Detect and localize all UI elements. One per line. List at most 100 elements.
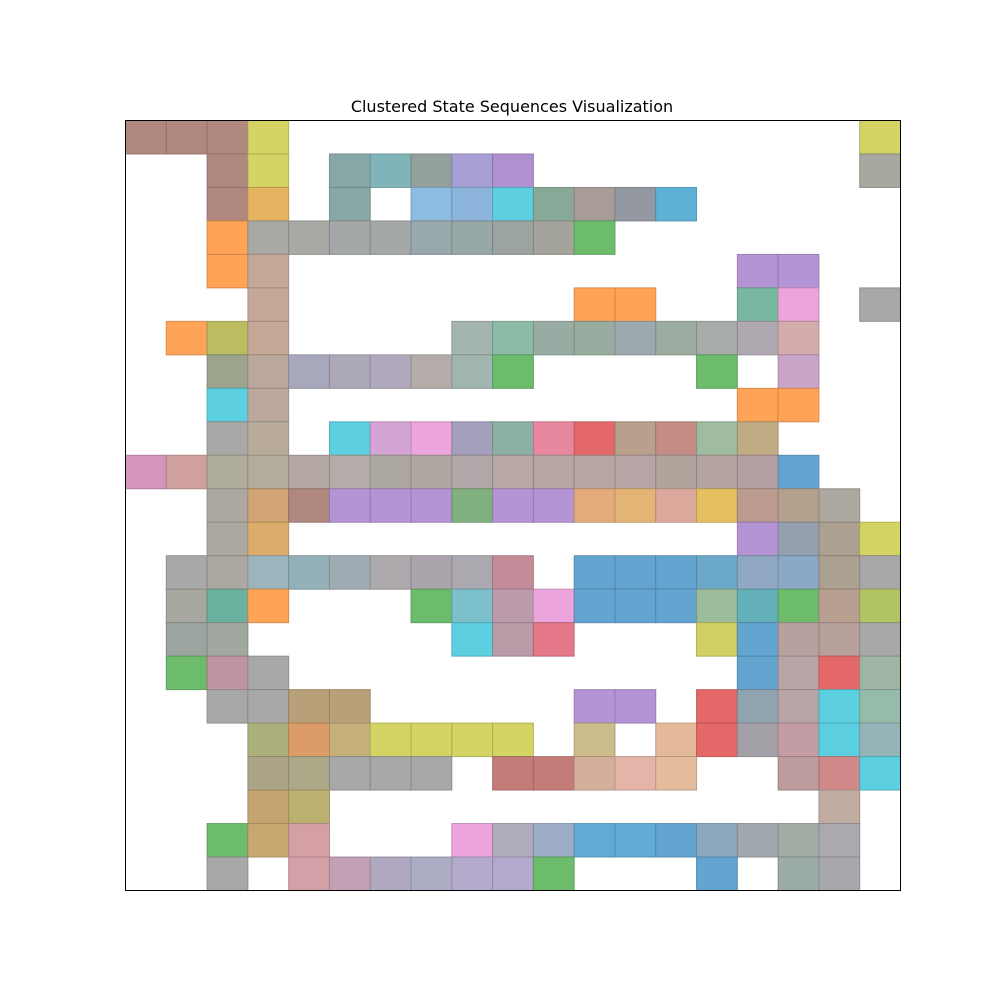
heatmap-cell-r17-c4	[288, 689, 330, 724]
heatmap-cell-r10-c4	[288, 454, 330, 490]
heatmap-cell-r17-c17	[818, 689, 861, 724]
heatmap-cell-r16-c17	[818, 655, 861, 691]
heatmap-cell-r12-c2	[206, 521, 249, 557]
heatmap-cell-r21-c2	[206, 823, 249, 858]
heatmap-cell-r11-c15	[736, 488, 779, 523]
heatmap-cell-r9-c5	[328, 421, 371, 456]
heatmap-cell-r4-c2	[206, 253, 249, 289]
heatmap-cell-r19-c4	[288, 756, 330, 791]
heatmap-cell-r21-c8	[451, 823, 494, 858]
heatmap-cell-r21-c15	[736, 823, 779, 858]
heatmap-cell-r8-c3	[247, 387, 290, 423]
heatmap-cell-r11-c9	[492, 488, 534, 523]
heatmap-cell-r21-c12	[614, 823, 657, 858]
heatmap-cell-r14-c10	[532, 588, 575, 624]
heatmap-cell-r11-c10	[532, 488, 575, 523]
heatmap-cell-r14-c13	[655, 588, 698, 624]
heatmap-cell-r10-c5	[328, 454, 371, 490]
heatmap-cell-r14-c11	[573, 588, 616, 624]
heatmap-cell-r1-c6	[369, 153, 412, 188]
heatmap-cell-r19-c5	[328, 756, 371, 791]
heatmap-cell-r2-c5	[328, 186, 371, 222]
heatmap-cell-r13-c2	[206, 555, 249, 590]
heatmap-cell-r10-c2	[206, 454, 249, 490]
heatmap-cell-r14-c2	[206, 588, 249, 624]
heatmap-cell-r1-c9	[492, 153, 534, 188]
heatmap-cell-r21-c14	[696, 823, 738, 858]
heatmap-cell-r2-c12	[614, 186, 657, 222]
heatmap-cell-r18-c18	[859, 722, 902, 758]
heatmap-cell-r22-c4	[288, 856, 330, 892]
heatmap-cell-r3-c4	[288, 220, 330, 255]
heatmap-cell-r20-c3	[247, 789, 290, 825]
heatmap-cell-r6-c10	[532, 320, 575, 356]
heatmap-cell-r17-c11	[573, 689, 616, 724]
heatmap-cell-r7-c6	[369, 354, 412, 389]
heatmap-cell-r22-c10	[532, 856, 575, 892]
heatmap-cell-r14-c8	[451, 588, 494, 624]
heatmap-cell-r13-c1	[165, 555, 208, 590]
heatmap-cell-r11-c17	[818, 488, 861, 523]
heatmap-cell-r2-c11	[573, 186, 616, 222]
heatmap-cell-r15-c1	[165, 622, 208, 657]
heatmap-cell-r19-c13	[655, 756, 698, 791]
heatmap-cell-r11-c13	[655, 488, 698, 523]
heatmap-cell-r10-c13	[655, 454, 698, 490]
heatmap-cell-r12-c17	[818, 521, 861, 557]
heatmap-cell-r22-c6	[369, 856, 412, 892]
heatmap-cell-r9-c3	[247, 421, 290, 456]
heatmap-cell-r19-c12	[614, 756, 657, 791]
heatmap-cell-r11-c8	[451, 488, 494, 523]
heatmap-cell-r13-c15	[736, 555, 779, 590]
heatmap-cell-r17-c18	[859, 689, 902, 724]
heatmap-cell-r6-c9	[492, 320, 534, 356]
heatmap-cell-r11-c16	[777, 488, 820, 523]
heatmap-cell-r14-c9	[492, 588, 534, 624]
heatmap-cell-r11-c3	[247, 488, 290, 523]
heatmap-cell-r3-c10	[532, 220, 575, 255]
heatmap-cell-r10-c14	[696, 454, 738, 490]
heatmap-cell-r12-c18	[859, 521, 902, 557]
heatmap-cell-r11-c12	[614, 488, 657, 523]
heatmap-cell-r13-c13	[655, 555, 698, 590]
heatmap-cell-r15-c2	[206, 622, 249, 657]
heatmap-cell-r11-c7	[410, 488, 453, 523]
heatmap-cell-r7-c14	[696, 354, 738, 389]
heatmap-cell-r21-c13	[655, 823, 698, 858]
heatmap-cell-r11-c2	[206, 488, 249, 523]
heatmap-cell-r9-c14	[696, 421, 738, 456]
heatmap-cell-r14-c12	[614, 588, 657, 624]
heatmap-cell-r22-c17	[818, 856, 861, 892]
heatmap-cell-r13-c16	[777, 555, 820, 590]
heatmap-cell-r19-c10	[532, 756, 575, 791]
heatmap-cell-r14-c15	[736, 588, 779, 624]
heatmap-cell-r21-c16	[777, 823, 820, 858]
heatmap-cell-r7-c16	[777, 354, 820, 389]
heatmap-cell-r9-c6	[369, 421, 412, 456]
heatmap-cell-r21-c10	[532, 823, 575, 858]
heatmap-cell-r12-c3	[247, 521, 290, 557]
heatmap-cell-r7-c9	[492, 354, 534, 389]
heatmap-cell-r13-c5	[328, 555, 371, 590]
heatmap-cell-r10-c12	[614, 454, 657, 490]
heatmap-cell-r6-c15	[736, 320, 779, 356]
heatmap-cell-r1-c2	[206, 153, 249, 188]
heatmap-cell-r14-c1	[165, 588, 208, 624]
heatmap-cell-r4-c15	[736, 253, 779, 289]
heatmap-cell-r7-c7	[410, 354, 453, 389]
heatmap-cell-r9-c15	[736, 421, 779, 456]
cell-grid	[125, 120, 902, 892]
heatmap-cell-r2-c8	[451, 186, 494, 222]
heatmap-cell-r16-c15	[736, 655, 779, 691]
heatmap-cell-r20-c17	[818, 789, 861, 825]
chart-title: Clustered State Sequences Visualization	[351, 97, 673, 116]
heatmap-cell-r3-c9	[492, 220, 534, 255]
heatmap-cell-r1-c5	[328, 153, 371, 188]
heatmap-cell-r17-c3	[247, 689, 290, 724]
heatmap-cell-r7-c2	[206, 354, 249, 389]
heatmap-cell-r18-c9	[492, 722, 534, 758]
heatmap-cell-r9-c13	[655, 421, 698, 456]
heatmap-cell-r7-c5	[328, 354, 371, 389]
heatmap-cell-r5-c11	[573, 287, 616, 322]
heatmap-cell-r15-c17	[818, 622, 861, 657]
